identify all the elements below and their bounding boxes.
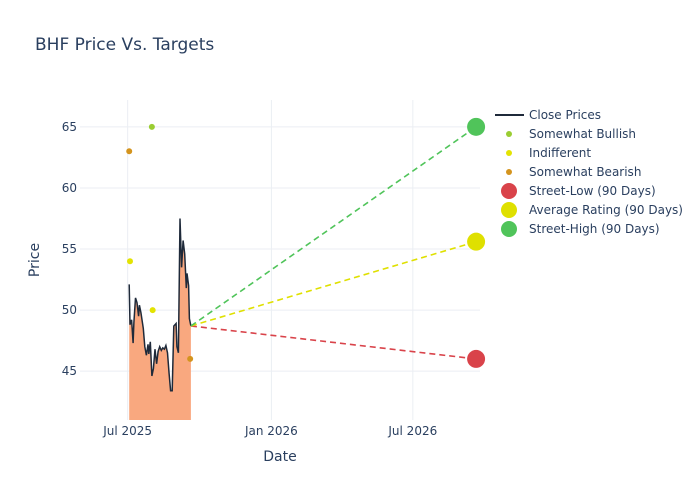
x-axis-title: Date [263,449,296,465]
y-tick-label: 45 [62,364,77,378]
rating-point [148,123,155,130]
legend[interactable]: Close Prices Somewhat Bullish Indifferent S… [495,108,683,237]
close-price-fill [129,218,191,420]
x-tick-label: Jul 2025 [102,424,152,438]
legend-symbol [501,202,517,218]
x-tick-label: Jul 2026 [387,424,437,438]
target-lines [190,126,477,360]
legend-label: Somewhat Bullish [529,127,636,141]
y-tick-label: 60 [62,181,77,195]
target-line [190,325,477,360]
y-axis-ticks: 45 50 55 60 65 [62,120,77,378]
y-tick-label: 50 [62,303,77,317]
legend-symbol [506,169,512,175]
target-marker [467,117,486,136]
legend-label: Indifferent [529,146,591,160]
target-marker [467,349,486,368]
legend-symbol [501,183,517,199]
target-marker [467,232,486,251]
legend-label: Average Rating (90 Days) [529,203,683,217]
legend-label: Close Prices [529,108,601,122]
close-price-path [128,218,192,392]
y-axis-title: Price [27,243,43,277]
target-line [190,126,477,327]
legend-label: Street-Low (90 Days) [529,184,656,198]
legend-label: Street-High (90 Days) [529,222,660,236]
analyst-rating-points [126,123,194,362]
x-axis-ticks: Jul 2025 Jan 2026 Jul 2026 [102,424,437,438]
legend-symbol [501,221,517,237]
legend-symbol [506,131,512,137]
close-price-line [128,218,192,392]
target-markers [467,117,486,368]
rating-point [187,355,194,362]
rating-point [127,258,133,265]
close-price-area [129,218,191,420]
y-tick-label: 55 [62,242,77,256]
y-tick-label: 65 [62,120,77,134]
x-tick-label: Jan 2026 [244,424,298,438]
rating-point [126,148,133,155]
rating-point [149,307,156,314]
chart-title: BHF Price Vs. Targets [35,35,214,55]
legend-label: Somewhat Bearish [529,165,641,179]
target-line [190,240,477,327]
legend-symbol [506,150,512,156]
